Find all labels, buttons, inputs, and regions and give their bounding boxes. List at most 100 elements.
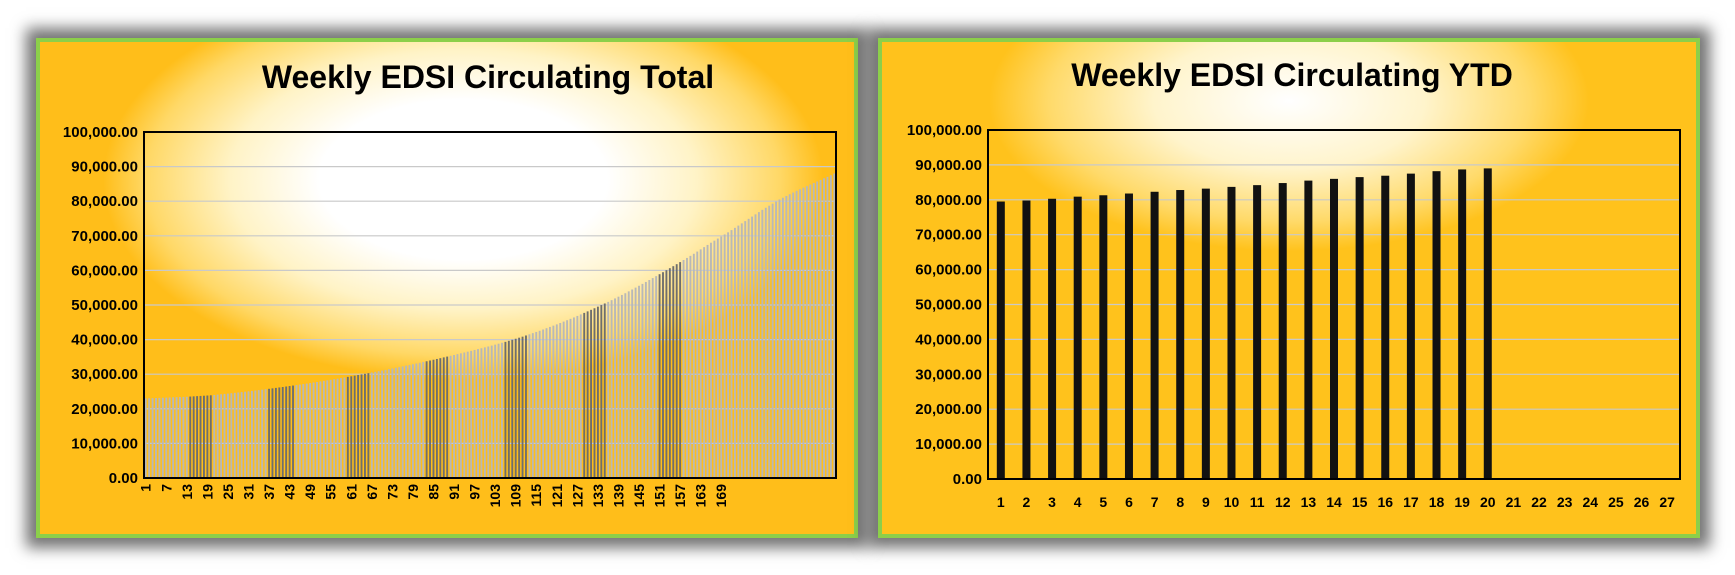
bar: [446, 356, 449, 478]
bar: [381, 370, 384, 478]
chart-panel-total: Weekly EDSI Circulating Total 0.00 10,000.…: [36, 38, 858, 538]
bar: [1227, 186, 1236, 479]
bar: [747, 218, 750, 478]
bar: [449, 355, 452, 478]
bar: [535, 331, 538, 478]
bar: [631, 289, 634, 478]
y-tick-label: 10,000.00: [71, 435, 138, 452]
bar: [812, 183, 815, 478]
bar: [257, 390, 260, 478]
bar: [172, 397, 175, 478]
bar: [340, 378, 342, 478]
bar: [781, 197, 784, 479]
bar: [226, 393, 229, 478]
x-tick-label: 73: [384, 484, 400, 500]
bar: [1201, 188, 1210, 479]
chart-ytd-svg: Weekly EDSI Circulating YTD 0.00 10,000.00…: [907, 57, 1681, 510]
y-tick-label: 80,000.00: [71, 193, 138, 210]
bar: [1253, 185, 1262, 479]
bar: [672, 266, 675, 478]
bar: [723, 234, 726, 478]
bar: [189, 396, 192, 478]
bar: [620, 294, 623, 478]
bar: [648, 280, 651, 478]
x-tick-label: 67: [364, 484, 380, 500]
bar: [285, 386, 288, 478]
x-tick-label: 19: [1454, 494, 1470, 510]
x-tick-label: 121: [549, 484, 565, 508]
y-tick-label: 30,000.00: [71, 366, 138, 383]
x-tick-label: 31: [240, 484, 256, 500]
y-tick-label: 20,000.00: [71, 401, 138, 418]
x-tick-label: 145: [631, 484, 647, 508]
x-tick-label: 1: [138, 484, 154, 492]
bar: [298, 384, 301, 478]
bar: [778, 199, 781, 478]
bar: [374, 371, 377, 478]
bar: [326, 380, 329, 478]
bar: [425, 361, 428, 478]
bar: [312, 382, 315, 478]
bar: [480, 348, 483, 478]
bar: [603, 303, 606, 478]
bar: [1355, 177, 1364, 480]
bar: [710, 242, 712, 478]
bar: [247, 391, 250, 478]
bar: [501, 342, 503, 478]
bar: [196, 396, 199, 478]
bar: [199, 395, 202, 478]
bar: [216, 394, 219, 478]
bar: [309, 383, 312, 478]
bar: [161, 397, 164, 478]
bar: [768, 205, 771, 478]
bar: [579, 314, 582, 478]
bar: [1048, 198, 1057, 480]
x-tick-label: 97: [467, 484, 483, 500]
bar: [569, 318, 572, 478]
y-tick-label: 0.00: [109, 470, 138, 487]
bar: [651, 278, 654, 478]
bar: [151, 398, 154, 478]
bar: [754, 214, 757, 478]
bar: [638, 285, 640, 478]
x-tick-label: 85: [425, 484, 441, 500]
bar: [696, 251, 699, 478]
bar: [357, 375, 360, 478]
bar: [144, 398, 147, 478]
bar: [559, 322, 562, 478]
bar: [398, 367, 401, 478]
bar: [230, 393, 233, 478]
bar: [658, 274, 661, 478]
x-tick-label: 16: [1377, 494, 1393, 510]
x-tick-label: 24: [1583, 494, 1599, 510]
x-tick-label: 7: [158, 484, 174, 492]
y-tick-label: 70,000.00: [915, 227, 982, 244]
y-tick-label: 90,000.00: [915, 157, 982, 174]
y-tick-label: 90,000.00: [71, 159, 138, 176]
bar: [1124, 193, 1133, 479]
bar: [203, 395, 205, 478]
bar: [504, 341, 507, 478]
y-tick-label: 100,000.00: [63, 124, 138, 141]
bar: [418, 362, 421, 478]
bar: [1073, 196, 1082, 479]
bar: [497, 343, 500, 478]
x-tick-label: 10: [1224, 494, 1240, 510]
bar: [521, 336, 524, 478]
x-tick-label: 169: [713, 484, 729, 508]
bar: [364, 373, 366, 478]
bar: [737, 225, 740, 478]
y-tick-label: 100,000.00: [907, 122, 982, 139]
bar: [644, 281, 647, 478]
x-tick-label: 15: [1352, 494, 1368, 510]
bar: [209, 395, 212, 478]
y-tick-label: 60,000.00: [915, 262, 982, 279]
bar: [237, 392, 240, 478]
bar: [624, 293, 627, 478]
bar: [473, 349, 476, 478]
bar: [802, 187, 805, 478]
bar: [490, 345, 493, 478]
bar: [805, 186, 808, 479]
bar: [477, 349, 479, 478]
bar: [531, 333, 534, 478]
